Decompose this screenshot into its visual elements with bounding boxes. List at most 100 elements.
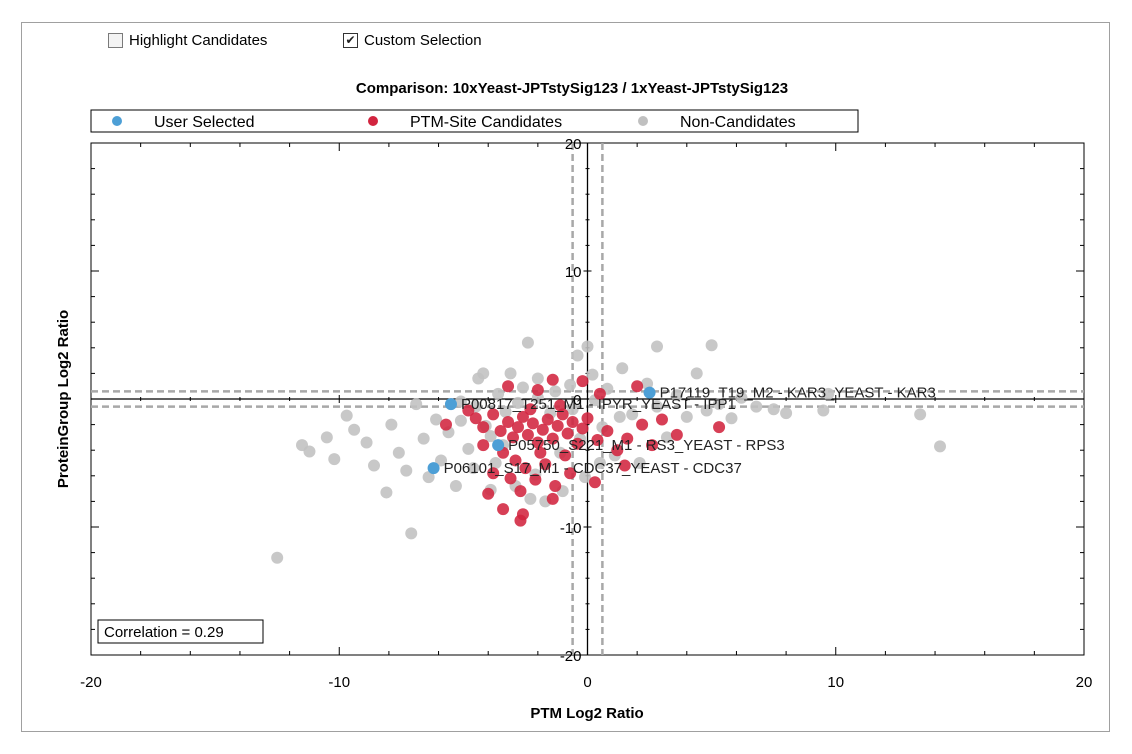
point-non-candidates [680,410,693,423]
point-non-candidates [651,400,664,413]
point-ptm-site-candidates [593,387,606,400]
point-ptm-site-candidates [571,437,584,450]
point-ptm-site-candidates [524,403,537,416]
point-non-candidates [735,391,748,404]
point-ptm-site-candidates [477,439,490,452]
legend-marker-ptm-site-candidates [368,116,378,126]
point-ptm-site-candidates [507,431,520,444]
point-ptm-site-candidates [514,485,527,498]
point-non-candidates [531,372,544,385]
point-non-candidates [417,432,430,445]
point-user-selected [427,462,440,475]
point-non-candidates [713,398,726,411]
point-non-candidates [571,349,584,362]
y-tick-labels: 20 10 0 -10 -20 [560,136,582,665]
point-non-candidates [484,430,497,443]
point-non-candidates [360,436,373,449]
point-ptm-site-candidates [581,412,594,425]
point-ptm-site-candidates [611,444,624,457]
point-non-candidates [489,457,502,469]
point-ptm-site-candidates [482,487,495,500]
legend-label-user-selected: User Selected [154,114,255,131]
point-non-candidates [492,387,505,400]
point-ptm-site-candidates [497,503,510,516]
point-ptm-site-candidates [531,436,544,449]
y-tick-label: 10 [565,264,582,281]
legend-label-non-candidates: Non-Candidates [680,114,796,131]
point-labels: P17119_T19_M2 - KAR3_YEAST - KAR3P00817_… [444,385,936,478]
x-tick-label: -10 [328,674,350,691]
point-ptm-site-candidates [477,421,490,434]
point-ptm-site-candidates [591,433,604,446]
legend: User Selected PTM-Site Candidates Non-Cand… [112,114,796,131]
point-non-candidates [651,340,664,353]
point-ptm-site-candidates [531,384,544,397]
point-non-candidates [616,362,629,375]
point-non-candidates [467,462,480,475]
point-ptm-site-candidates [551,419,564,432]
point-ptm-site-candidates [559,449,572,462]
point-non-candidates [660,431,673,444]
point-ptm-site-candidates [439,418,452,431]
point-non-candidates [511,396,524,409]
point-ptm-site-candidates [576,375,589,388]
point-ptm-site-candidates [618,459,631,472]
y-tick-label: 0 [573,392,581,409]
point-ptm-site-candidates [539,458,552,471]
checkbox-unchecked-icon[interactable] [108,32,123,48]
point-non-candidates [566,403,579,416]
point-non-candidates [822,387,835,400]
zero-axes [91,143,1084,655]
legend-marker-user-selected [112,116,122,126]
point-non-candidates [581,340,594,353]
point-non-candidates [914,408,927,421]
highlight-candidates-checkbox[interactable]: Highlight Candidates [108,30,267,50]
point-non-candidates [435,454,448,467]
x-tick-label: 10 [827,674,844,691]
point-non-candidates [516,381,529,394]
point-non-candidates [385,418,398,431]
x-tick-label: 20 [1076,674,1093,691]
point-ptm-site-candidates [511,421,524,434]
x-tick-label: -20 [80,674,102,691]
x-tick-labels: -20 -10 0 10 20 [80,674,1092,691]
point-non-candidates [750,400,763,413]
point-ptm-site-candidates [631,380,644,393]
y-tick-label: -10 [560,520,582,537]
x-axis-label: PTM Log2 Ratio [530,705,643,722]
point-non-candidates [320,431,333,444]
custom-selection-checkbox[interactable]: ✔ Custom Selection [343,30,482,50]
correlation-box [97,619,264,644]
point-ptm-site-candidates [509,454,522,467]
point-ptm-site-candidates [487,408,500,421]
point-non-candidates [690,367,703,380]
point-label: P17119_T19_M2 - KAR3_YEAST - KAR3 [660,385,936,402]
checkbox-checked-icon[interactable]: ✔ [343,32,358,48]
point-ptm-site-candidates [554,399,567,412]
point-non-candidates [593,457,606,469]
point-user-selected [643,386,656,399]
point-non-candidates [504,367,517,380]
y-tick-label: -20 [560,648,582,665]
point-ptm-site-candidates [636,418,649,431]
x-tick-label: 0 [583,674,591,691]
point-non-candidates [462,442,475,455]
point-non-candidates [564,378,577,391]
y-axis-label: ProteinGroup Log2 Ratio [55,310,72,488]
point-non-candidates [303,445,316,458]
point-label: P06101_S17_M1 - CDC37_YEAST - CDC37 [444,460,742,477]
point-label: P00817_T251_M1 - IPYR_YEAST - IPP1 [461,396,736,413]
highlight-candidates-label: Highlight Candidates [129,31,268,49]
point-ptm-site-candidates [526,417,539,430]
point-ptm-site-candidates [601,425,614,437]
legend-box [90,109,859,133]
point-ptm-site-candidates [621,432,634,445]
point-non-candidates [549,385,562,398]
point-non-candidates [430,413,443,426]
point-ptm-site-candidates [469,412,482,425]
point-non-candidates [521,336,534,349]
point-non-candidates [477,367,490,380]
chart-title: Comparison: 10xYeast-JPTstySig123 / 1xYe… [356,80,788,97]
point-non-candidates [380,486,393,499]
